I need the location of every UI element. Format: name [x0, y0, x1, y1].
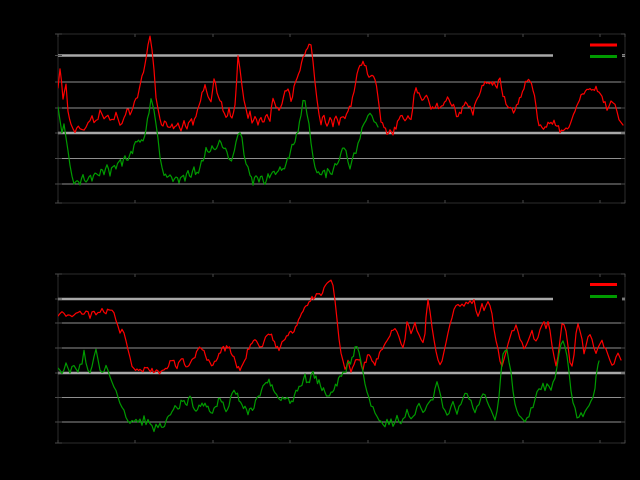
- bottom-plot-series-green: [58, 340, 600, 433]
- bottom-plot: [55, 273, 626, 444]
- bottom-plot-legend-box: [553, 277, 622, 306]
- top-plot-series-green: [58, 98, 379, 186]
- top-plot-border: [57, 33, 626, 204]
- top-plot: [55, 33, 626, 204]
- top-plot-series-red: [58, 35, 624, 136]
- bottom-plot-border: [57, 273, 626, 444]
- top-plot-legend-box: [553, 37, 622, 66]
- bottom-plot-series-red: [58, 279, 622, 375]
